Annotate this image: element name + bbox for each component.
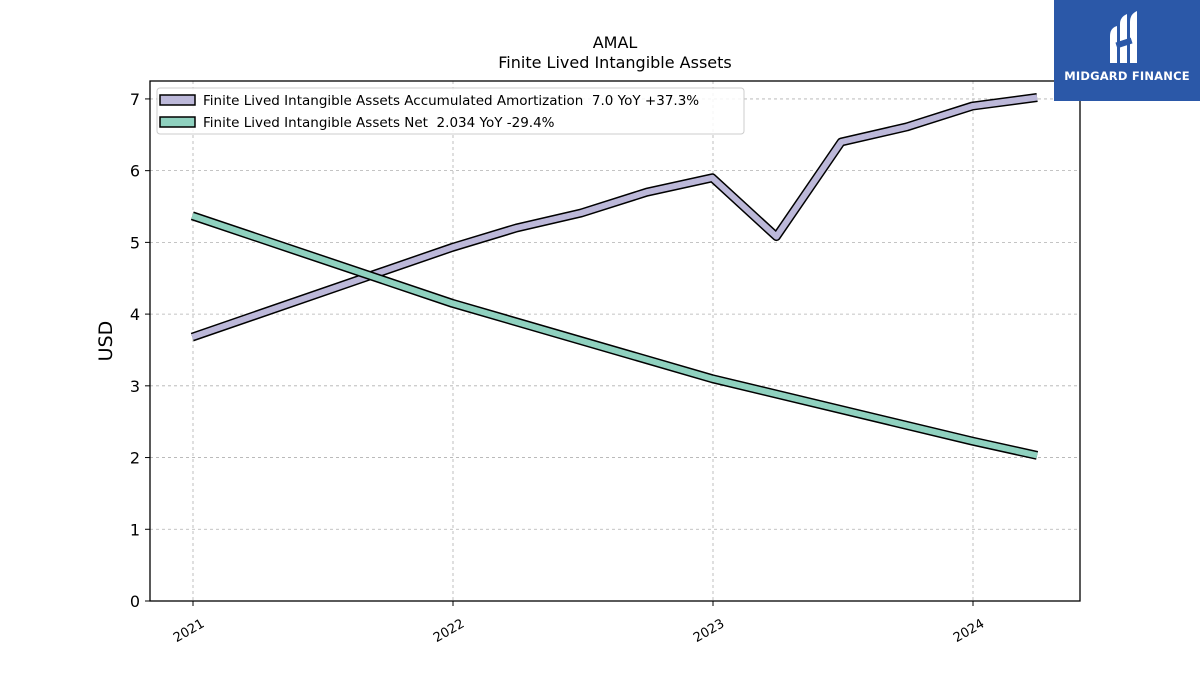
series-outline-2 — [190, 211, 1039, 460]
plot-frame — [149, 80, 1081, 602]
legend-box — [156, 87, 745, 135]
y-tick-label: 0 — [130, 592, 140, 611]
legend: Finite Lived Intangible Assets Accumulat… — [156, 87, 745, 135]
y-tick-label: 6 — [130, 162, 140, 181]
y-tick-label: 1 — [130, 520, 140, 539]
series-line-1 — [191, 94, 1038, 340]
series-layer — [190, 93, 1039, 460]
y-tick-label: 5 — [130, 233, 140, 252]
y-tick-label: 2 — [130, 449, 140, 468]
legend-swatch-1 — [159, 94, 196, 106]
legend-swatch-2 — [159, 116, 196, 128]
brand-name: MIDGARD FINANCE — [1064, 69, 1190, 83]
midgard-logo-icon — [1110, 11, 1137, 63]
x-tick-label: 2022 — [431, 616, 467, 646]
x-tick-label: 2021 — [171, 616, 207, 646]
grid — [150, 81, 1080, 602]
series-line-2 — [191, 212, 1038, 459]
x-tick-label: 2024 — [951, 616, 987, 646]
y-tick-label: 4 — [130, 305, 140, 324]
y-tick-label: 3 — [130, 377, 140, 396]
brand-logo: MIDGARD FINANCE — [1054, 0, 1200, 101]
axis-ticks: 0 1 2 3 4 5 6 7 2021 2022 2023 2024 — [130, 90, 987, 646]
y-tick-label: 7 — [130, 90, 140, 109]
chart-title: AMAL — [593, 33, 638, 52]
y-axis-label: USD — [95, 321, 117, 362]
x-tick-label: 2023 — [691, 616, 727, 646]
legend-label-2: Finite Lived Intangible Assets Net 2.034… — [203, 115, 555, 131]
chart-subtitle: Finite Lived Intangible Assets — [498, 53, 731, 72]
legend-label-1: Finite Lived Intangible Assets Accumulat… — [203, 93, 699, 109]
